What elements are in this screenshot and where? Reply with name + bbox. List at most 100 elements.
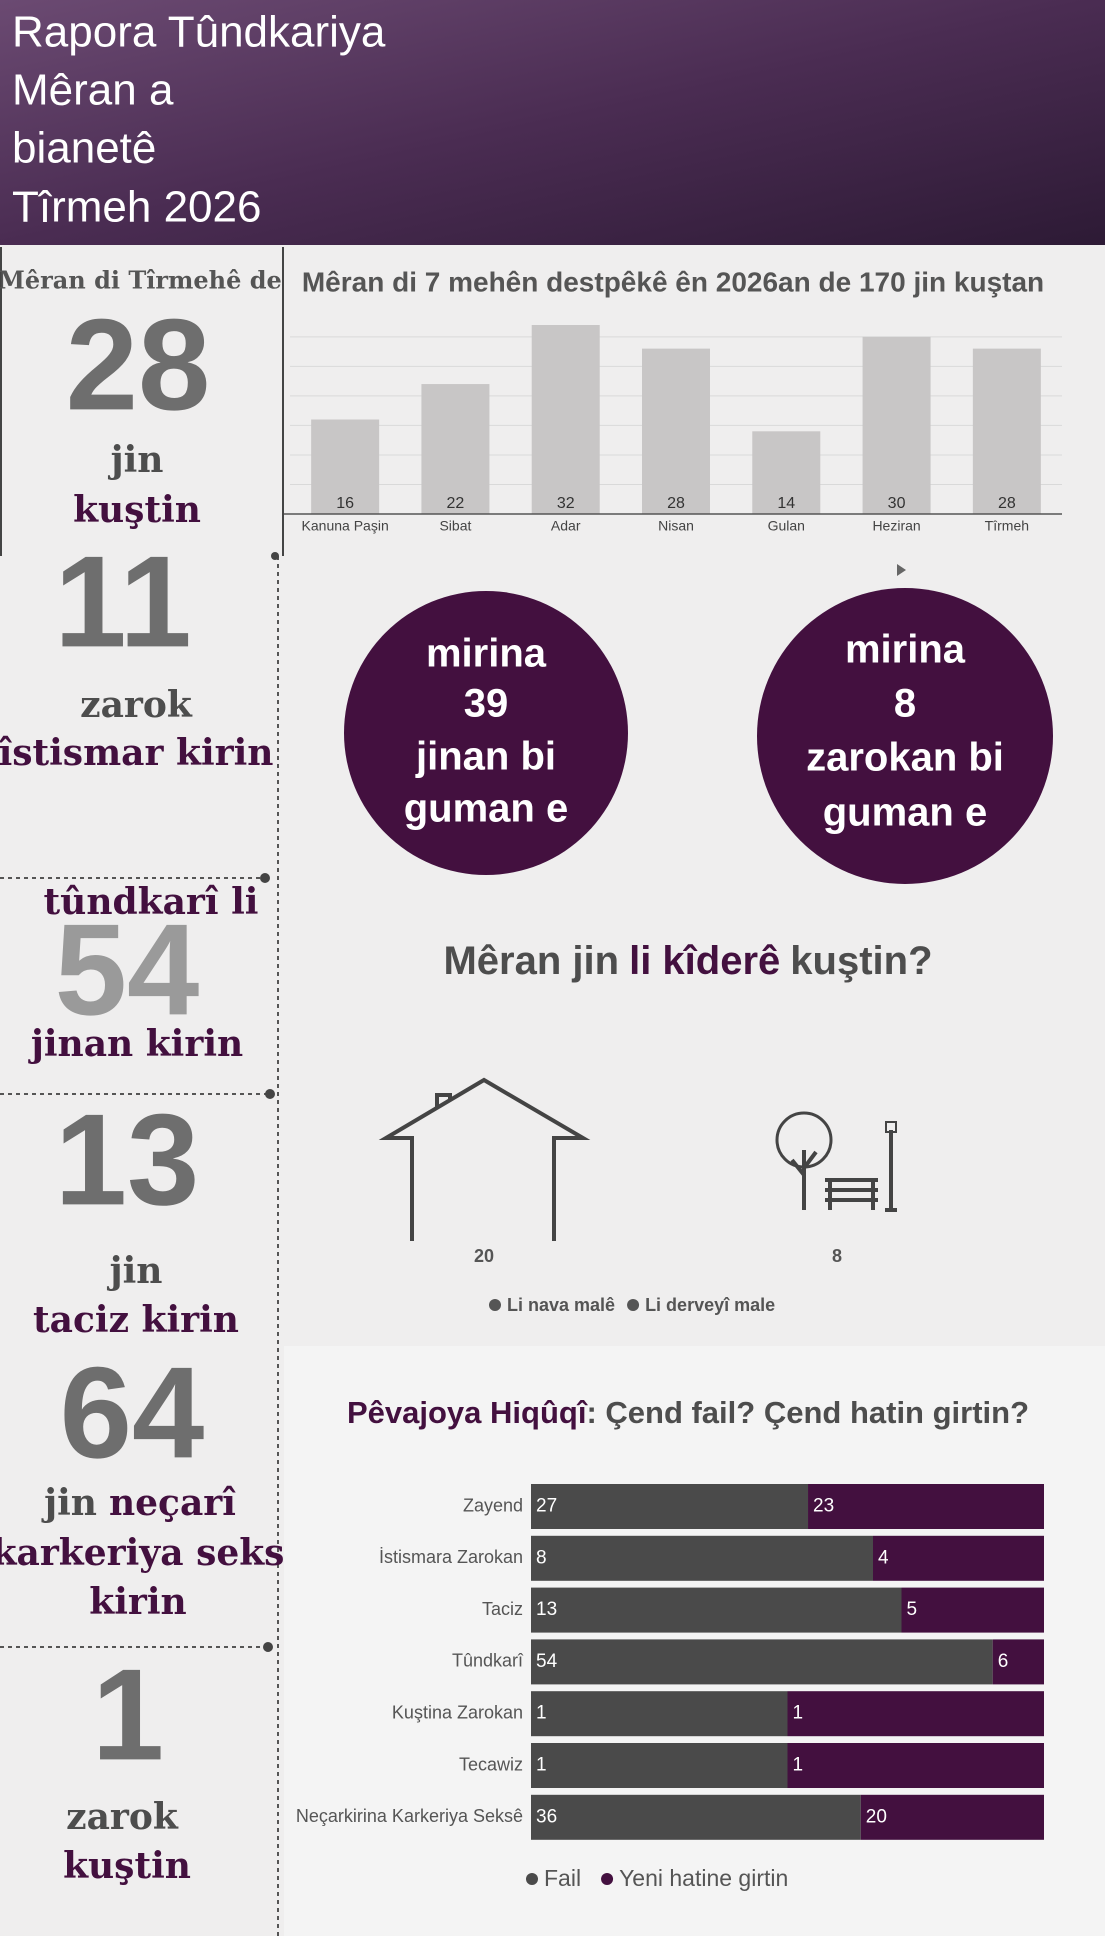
x-tick-label: Sibat xyxy=(439,518,471,534)
stat-text: taciz kirin xyxy=(33,1299,239,1341)
divider-dot xyxy=(263,1642,273,1652)
house-icon xyxy=(378,1077,591,1241)
value-label: 1 xyxy=(536,1755,547,1776)
title-part: : Çend fail? Çend hatin girtin? xyxy=(586,1395,1029,1430)
x-tick-label: Kanuna Paşin xyxy=(302,518,389,534)
value-label: 1 xyxy=(793,1755,804,1776)
value-label: 8 xyxy=(536,1547,547,1568)
legend-dot xyxy=(601,1873,614,1885)
stat-text: zarok xyxy=(66,1796,179,1838)
value-label: 27 xyxy=(536,1496,557,1517)
bar-segment xyxy=(860,1794,1044,1840)
stat-text: îstismar kirin xyxy=(0,732,273,774)
stacked-bar-chart: Zayend 27 23 İstismara Zarokan 8 4 Taciz 13 5 Tûn… xyxy=(296,1484,1044,1891)
lamp-head xyxy=(885,1121,897,1133)
x-tick-label: Adar xyxy=(551,518,581,534)
chimney xyxy=(435,1093,452,1108)
value-label: 28 xyxy=(667,495,685,512)
circle-text: jinan bi xyxy=(415,735,556,779)
bar-segment xyxy=(531,1535,873,1581)
stat-label: tûndkarî li xyxy=(44,881,259,923)
chart-title: Mêran di 7 mehên destpêkê ên 2026an de 1… xyxy=(302,266,1044,297)
stat-number: 28 xyxy=(66,291,211,437)
stat-number: 54 xyxy=(55,896,200,1042)
bar xyxy=(531,325,600,514)
house xyxy=(378,1077,591,1241)
legend-label: Yeni hatine girtin xyxy=(619,1865,788,1891)
y-tick-label: İstismara Zarokan xyxy=(379,1547,523,1567)
lamp xyxy=(885,1130,897,1212)
value-label: 5 xyxy=(907,1599,918,1620)
bar-segment xyxy=(901,1587,1044,1633)
divider-dot xyxy=(271,552,279,560)
value-label: 8 xyxy=(832,1246,842,1266)
x-tick-label: Tîrmeh xyxy=(985,518,1029,534)
value-label: 1 xyxy=(536,1703,547,1724)
circle-value: 8 xyxy=(894,682,916,726)
stat-number: 64 xyxy=(60,1339,205,1485)
bar-segment xyxy=(992,1639,1044,1685)
stat-number: 13 xyxy=(55,1086,200,1232)
value-label: 6 xyxy=(998,1651,1009,1672)
stat-label: Mêran di Tîrmehê de xyxy=(0,266,282,295)
legend-label: Fail xyxy=(544,1865,581,1891)
value-label: 32 xyxy=(557,495,575,512)
legend-dot xyxy=(627,1299,640,1311)
legend-label: Li nava malê xyxy=(507,1295,615,1315)
y-tick-label: Tûndkarî xyxy=(452,1651,524,1671)
stats: Mêran di Tîrmehê de 28 jin kuştin 11 zar… xyxy=(0,266,284,1888)
stat-text: kuştin xyxy=(73,489,201,531)
header-title: Rapora Tûndkariya Mêran a bianetê Tîrmeh… xyxy=(12,8,386,232)
title-part: Pêvajoya Hiqûqî xyxy=(347,1395,588,1430)
divider-dot xyxy=(260,873,270,883)
trunk xyxy=(790,1150,818,1210)
circle xyxy=(344,591,628,875)
bar-segment xyxy=(531,1794,861,1840)
y-tick-label: Zayend xyxy=(463,1495,523,1515)
y-tick-label: Tecawiz xyxy=(459,1754,523,1774)
stat-word: jin xyxy=(41,1482,97,1524)
bar-segment xyxy=(531,1587,902,1633)
circle-text: zarokan bi xyxy=(806,736,1004,780)
stat-text: zarok xyxy=(80,684,193,726)
value-label: 1 xyxy=(793,1703,804,1724)
circle-text: mirina xyxy=(426,632,547,676)
value-label: 20 xyxy=(866,1806,887,1827)
y-tick-label: Taciz xyxy=(482,1599,523,1619)
bar-segment xyxy=(808,1484,1044,1529)
value-label: 16 xyxy=(336,495,354,512)
stat-text: jin xyxy=(107,1250,163,1292)
value-label: 23 xyxy=(813,1496,834,1517)
value-label: 14 xyxy=(777,495,795,512)
title-part: li kîderê xyxy=(629,939,780,983)
value-label: 20 xyxy=(474,1246,494,1266)
circle-text: guman e xyxy=(823,791,987,835)
stat-text: karkeriya seks xyxy=(0,1532,284,1574)
legend-dot xyxy=(526,1873,538,1885)
stat-text: jin xyxy=(108,439,164,481)
legend-dot xyxy=(489,1299,501,1311)
circle-value: 39 xyxy=(464,682,509,726)
bar-segment xyxy=(531,1639,993,1685)
bar-segment xyxy=(787,1691,1044,1737)
stat-text: kuştin xyxy=(63,1845,191,1887)
bar-segment xyxy=(787,1743,1044,1788)
divider-dot xyxy=(265,1089,275,1099)
bar xyxy=(311,419,380,514)
bar-segment xyxy=(531,1484,809,1529)
bar-chart: 16 Kanuna Paşin 22 Sibat 32 Adar 28 Nisan 14 Gula… xyxy=(284,325,1062,534)
bar xyxy=(421,384,490,514)
circle-text: mirina xyxy=(845,628,966,672)
value-label: 4 xyxy=(878,1547,889,1568)
stat-number: 11 xyxy=(54,528,191,674)
x-tick-label: Heziran xyxy=(872,518,920,534)
header-line: Tîrmeh 2026 xyxy=(12,183,261,232)
pictogram: 20 8 Li nava malê Li derveyî male xyxy=(474,1246,842,1315)
circle-text: guman e xyxy=(404,787,568,831)
legend-label: Li derveyî male xyxy=(645,1295,775,1315)
y-tick-label: Neçarkirina Karkeriya Seksê xyxy=(296,1806,523,1826)
stat-text: jinan kirin xyxy=(28,1023,243,1065)
header-line: Mêran a xyxy=(12,66,174,115)
